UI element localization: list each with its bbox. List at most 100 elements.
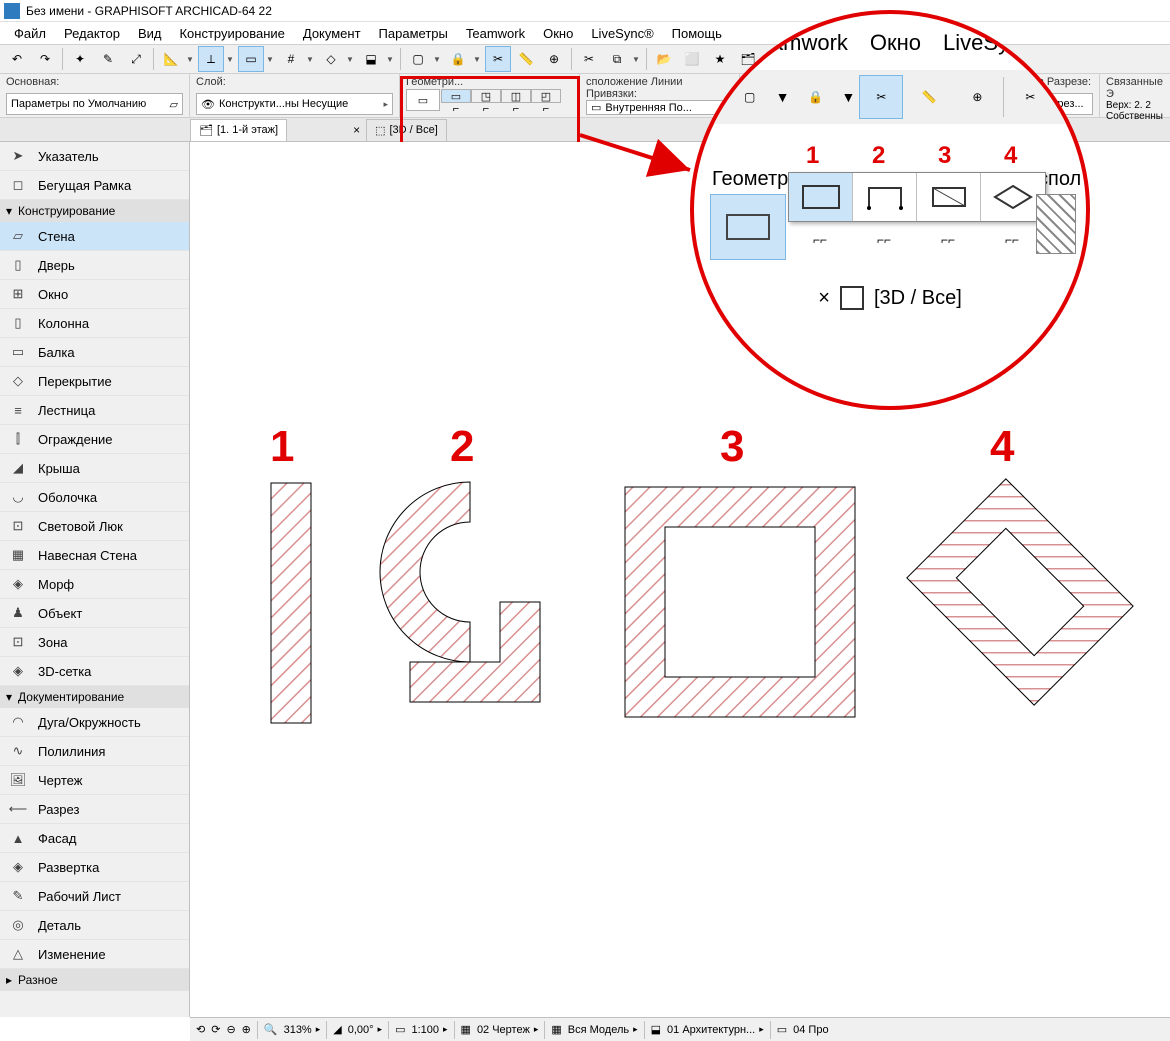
dropdown-icon[interactable]: ▼ [186, 55, 196, 64]
geom-opt-3[interactable]: ◫ [501, 89, 531, 103]
geom-sub-3[interactable]: ⌐ [501, 103, 531, 115]
magnify-icon[interactable]: 🔍 [264, 1023, 278, 1036]
dropdown-icon[interactable]: ▼ [266, 55, 276, 64]
tab-floorplan[interactable]: 🗂 [1. 1-й этаж] [190, 119, 287, 141]
grid-button[interactable]: # [278, 46, 304, 72]
tool-roof[interactable]: ◢Крыша [0, 454, 189, 483]
geom-opt-4[interactable]: ◰ [531, 89, 561, 103]
tool-wall[interactable]: ▱Стена [0, 222, 189, 251]
tab-close-icon[interactable]: × [347, 123, 366, 137]
toolbox-header-doc[interactable]: ▾Документирование [0, 686, 189, 708]
dropdown-icon[interactable]: ▼ [306, 55, 316, 64]
tab-3d[interactable]: ⬚ [3D / Все] [366, 119, 447, 141]
tool-skylight[interactable]: ⊡Световой Люк [0, 512, 189, 541]
toolbox-header-design[interactable]: ▾Конструирование [0, 200, 189, 222]
tool-arc[interactable]: ◠Дуга/Окружность [0, 708, 189, 737]
tool-shell[interactable]: ◡Оболочка [0, 483, 189, 512]
dropdown-icon[interactable]: ▼ [433, 55, 443, 64]
default-params-button[interactable]: Параметры по Умолчанию ▱ [6, 93, 183, 115]
suspend-button[interactable]: 🔒 [445, 46, 471, 72]
adjust-button[interactable]: ⧉ [604, 46, 630, 72]
tool-label: Перекрытие [38, 374, 112, 389]
zone-icon: ⊡ [8, 634, 28, 650]
tool-window[interactable]: ⊞Окно [0, 280, 189, 309]
tool-polyline[interactable]: ∿Полилиния [0, 737, 189, 766]
status-angle[interactable]: 0,00°▸ [348, 1024, 382, 1036]
mesh-icon: ◈ [8, 663, 28, 679]
dropdown-icon[interactable]: ▼ [473, 55, 483, 64]
tool-label: Фасад [38, 831, 76, 846]
tool-marquee[interactable]: ◻Бегущая Рамка [0, 171, 189, 200]
menu-livesync[interactable]: LiveSync® [583, 24, 661, 43]
geom-method-button[interactable]: ▭ [406, 89, 440, 111]
tool-drawing[interactable]: 🖼Чертеж [0, 766, 189, 795]
trace-button[interactable]: ✂ [485, 46, 511, 72]
tool-stair[interactable]: ≡Лестница [0, 396, 189, 425]
dropdown-icon[interactable]: ▼ [226, 55, 236, 64]
tool-beam[interactable]: ▭Балка [0, 338, 189, 367]
guide2-button[interactable]: ▭ [238, 46, 264, 72]
menu-window[interactable]: Окно [535, 24, 581, 43]
pick-button[interactable]: ✦ [67, 46, 93, 72]
column-icon: ▯ [8, 315, 28, 331]
tool-change[interactable]: △Изменение [0, 940, 189, 969]
geom-sub-1[interactable]: ⌐ [441, 103, 471, 115]
target-button[interactable]: ⊕ [541, 46, 567, 72]
tool-morph[interactable]: ◈Морф [0, 570, 189, 599]
status-layercombo[interactable]: 01 Архитектурн...▸ [667, 1024, 764, 1036]
tool-elevation[interactable]: ▲Фасад [0, 824, 189, 853]
measure-button[interactable]: 📏 [513, 46, 539, 72]
toolbox-header-misc[interactable]: ▸Разное [0, 969, 189, 991]
zoom-sub-1: ⌐⌐ [788, 222, 852, 258]
tool-mesh[interactable]: ◈3D-сетка [0, 657, 189, 686]
nav-back-icon[interactable]: ⟲ [196, 1023, 205, 1036]
layer-button[interactable]: ▢ [405, 46, 431, 72]
undo-button[interactable]: ↶ [4, 46, 30, 72]
status-scale[interactable]: 1:100▸ [411, 1024, 447, 1036]
tool-railing[interactable]: ⫿Ограждение [0, 425, 189, 454]
dropdown-icon[interactable]: ▼ [346, 55, 356, 64]
ruler-button[interactable]: 📐 [158, 46, 184, 72]
menu-teamwork[interactable]: Teamwork [458, 24, 533, 43]
eyedrop-button[interactable]: ✎ [95, 46, 121, 72]
status-last[interactable]: 04 Про [793, 1024, 828, 1036]
tool-detail[interactable]: ◎Деталь [0, 911, 189, 940]
status-zoom[interactable]: 313%▸ [284, 1024, 321, 1036]
redo-button[interactable]: ↷ [32, 46, 58, 72]
zoom-out-icon[interactable]: ⊖ [226, 1023, 235, 1036]
cut-button[interactable]: ✂ [576, 46, 602, 72]
menu-file[interactable]: Файл [6, 24, 54, 43]
dropdown-icon[interactable]: ▼ [632, 55, 642, 64]
geom-sub-4[interactable]: ⌐ [531, 103, 561, 115]
menu-options[interactable]: Параметры [371, 24, 456, 43]
tool-interior[interactable]: ◈Развертка [0, 853, 189, 882]
status-model[interactable]: Вся Модель▸ [568, 1024, 638, 1036]
tool-pointer[interactable]: ➤Указатель [0, 142, 189, 171]
info-top: Верх: 2. 2 [1106, 100, 1164, 111]
geom-sub-2[interactable]: ⌐ [471, 103, 501, 115]
tool-worksheet[interactable]: ✎Рабочий Лист [0, 882, 189, 911]
menu-view[interactable]: Вид [130, 24, 170, 43]
open-button[interactable]: 📂 [651, 46, 677, 72]
tool-zone[interactable]: ⊡Зона [0, 628, 189, 657]
tool-slab[interactable]: ◇Перекрытие [0, 367, 189, 396]
nav-fwd-icon[interactable]: ⟳ [211, 1023, 220, 1036]
guide1-button[interactable]: ⟂ [198, 46, 224, 72]
tool-column[interactable]: ▯Колонна [0, 309, 189, 338]
plane-button[interactable]: ◇ [318, 46, 344, 72]
gravity-button[interactable]: ⬓ [358, 46, 384, 72]
tool-section[interactable]: ⟵Разрез [0, 795, 189, 824]
layer-selector[interactable]: 👁 Конструкти...ны Несущие ▸ [196, 93, 393, 115]
tool-curtain[interactable]: ▦Навесная Стена [0, 541, 189, 570]
geom-opt-1[interactable]: ▭ [441, 89, 471, 103]
geom-opt-2[interactable]: ◳ [471, 89, 501, 103]
inject-button[interactable]: ⤢ [123, 46, 149, 72]
menu-document[interactable]: Документ [295, 24, 369, 43]
tool-object[interactable]: ♟Объект [0, 599, 189, 628]
menu-edit[interactable]: Редактор [56, 24, 128, 43]
menu-design[interactable]: Конструирование [171, 24, 292, 43]
tool-door[interactable]: ▯Дверь [0, 251, 189, 280]
dropdown-icon[interactable]: ▼ [386, 55, 396, 64]
zoom-in-icon[interactable]: ⊕ [242, 1023, 251, 1036]
status-draft[interactable]: 02 Чертеж▸ [477, 1024, 538, 1036]
